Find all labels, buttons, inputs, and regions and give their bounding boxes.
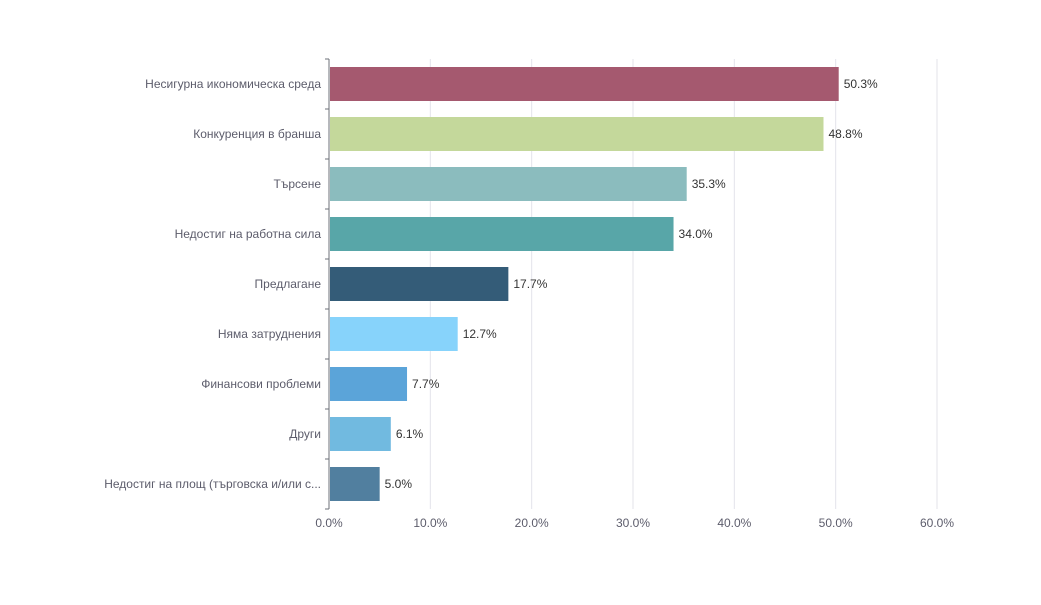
bar[interactable]	[330, 117, 824, 151]
x-tick-label: 20.0%	[515, 516, 549, 530]
data-label: 5.0%	[385, 477, 413, 491]
category-label: Търсене	[274, 177, 322, 191]
bar[interactable]	[330, 467, 380, 501]
x-tick-label: 50.0%	[819, 516, 853, 530]
category-label: Недостиг на площ (търговска и/или с...	[104, 477, 321, 491]
bar[interactable]	[330, 167, 687, 201]
axes	[325, 58, 330, 510]
data-label: 48.8%	[829, 127, 863, 141]
data-label: 7.7%	[412, 377, 440, 391]
bar[interactable]	[330, 67, 839, 101]
bar[interactable]	[330, 267, 509, 301]
x-tick-label: 30.0%	[616, 516, 650, 530]
data-label: 35.3%	[692, 177, 726, 191]
category-label: Други	[289, 427, 321, 441]
x-tick-label: 0.0%	[315, 516, 343, 530]
data-label: 6.1%	[396, 427, 424, 441]
data-label: 17.7%	[513, 277, 547, 291]
data-label: 12.7%	[463, 327, 497, 341]
category-label: Предлагане	[255, 277, 322, 291]
category-label: Недостиг на работна сила	[175, 227, 322, 241]
category-label: Конкуренция в бранша	[193, 127, 321, 141]
bar[interactable]	[330, 367, 408, 401]
category-label: Финансови проблеми	[201, 377, 321, 391]
data-label: 34.0%	[679, 227, 713, 241]
bar[interactable]	[330, 417, 391, 451]
category-label: Няма затруднения	[218, 327, 321, 341]
x-tick-label: 40.0%	[717, 516, 751, 530]
category-label: Несигурна икономическа среда	[145, 77, 321, 91]
x-tick-label: 60.0%	[920, 516, 954, 530]
data-label: 50.3%	[844, 77, 878, 91]
x-tick-label: 10.0%	[413, 516, 447, 530]
labels: 50.3% Несигурна икономическа среда 48.8% Ко…	[104, 77, 954, 530]
bars	[330, 67, 839, 501]
bar[interactable]	[330, 217, 674, 251]
bar[interactable]	[330, 317, 458, 351]
